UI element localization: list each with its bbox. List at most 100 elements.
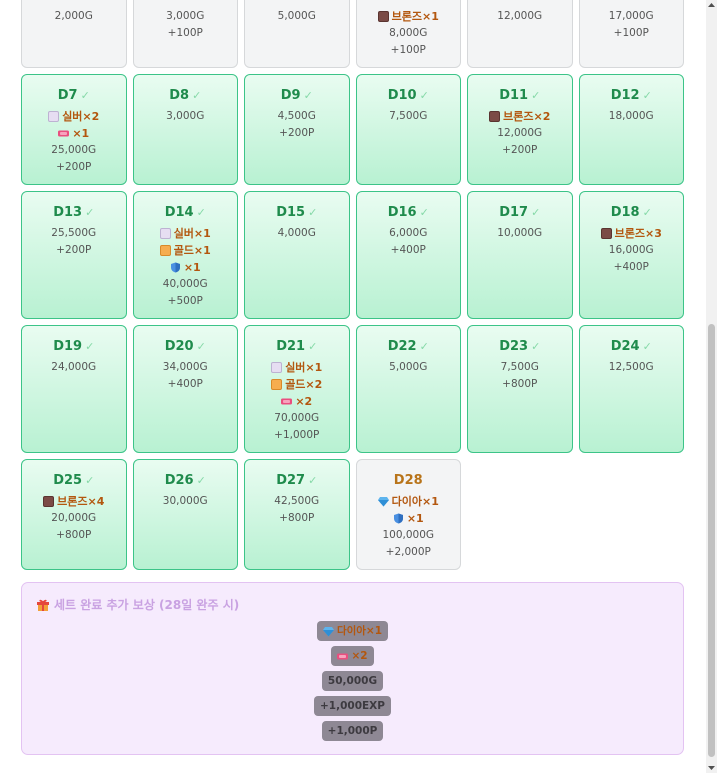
- point-reward: +800P: [502, 377, 538, 390]
- scrollbar[interactable]: [706, 0, 717, 773]
- day-label: D14: [164, 205, 194, 220]
- day-header: D18 ✓: [582, 203, 682, 223]
- gold-reward: 70,000G: [274, 412, 320, 424]
- scroll-up[interactable]: [706, 0, 717, 11]
- check-mark: ✓: [308, 206, 318, 219]
- day-label: D20: [164, 339, 194, 354]
- item-label: 골드×1: [173, 244, 211, 257]
- check-mark: ✓: [196, 206, 206, 219]
- day-header: D12 ✓: [582, 86, 682, 106]
- bonus-title: 세트 완료 추가 보상 (28일 완주 시): [54, 598, 240, 612]
- day-label: D11: [499, 88, 529, 103]
- check-mark: ✓: [419, 89, 429, 102]
- day-header: D19 ✓: [24, 337, 124, 357]
- day-label: D27: [276, 473, 306, 488]
- day-card: 브론즈×1 8,000G +100P: [355, 0, 461, 68]
- check-mark: ✓: [85, 206, 95, 219]
- gold-reward: 40,000G: [162, 278, 208, 290]
- day-header: D7 ✓: [24, 86, 124, 106]
- check-mark: ✓: [531, 206, 541, 219]
- check-mark: ✓: [531, 340, 541, 353]
- day-card: D26 ✓ 30,000G: [132, 459, 238, 570]
- gold-reward: 4,000G: [277, 227, 316, 239]
- gold-reward: 4,500G: [277, 110, 316, 122]
- day-header: D23 ✓: [470, 337, 570, 357]
- item-label: ×1: [72, 127, 90, 140]
- check-mark: ✓: [196, 474, 206, 487]
- silver-icon: [271, 362, 283, 373]
- item-label: 다이아×1: [391, 495, 439, 508]
- bonus-header: 세트 완료 추가 보상 (28일 완주 시): [37, 596, 239, 613]
- day-card: D16 ✓ 6,000G +400P: [355, 191, 461, 319]
- item-label: 브론즈×1: [391, 10, 439, 23]
- reward-item: 다이아×1: [359, 493, 459, 510]
- reward-item: 브론즈×2: [470, 108, 570, 125]
- day-header: [359, 0, 459, 6]
- scroll-thumb[interactable]: [708, 324, 715, 757]
- day-label: D17: [499, 205, 529, 220]
- gold-reward: 17,000G: [608, 10, 654, 22]
- day-card: D25 ✓ 브론즈×4 20,000G +800P: [21, 459, 127, 570]
- day-card: D28 다이아×1 ×1 100,000G +2,000P: [355, 459, 461, 570]
- day-header: D11 ✓: [470, 86, 570, 106]
- point-reward: +100P: [390, 43, 426, 56]
- silver-icon: [159, 228, 171, 239]
- day-header: [582, 0, 682, 6]
- point-reward: +800P: [279, 511, 315, 524]
- gold-reward: 10,000G: [497, 227, 543, 239]
- day-card: D19 ✓ 24,000G: [21, 325, 127, 453]
- day-header: D25 ✓: [24, 471, 124, 491]
- day-header: [136, 0, 236, 6]
- bonus-panel: 세트 완료 추가 보상 (28일 완주 시) 다이아×1 ×2 50,000G +1,…: [21, 582, 684, 755]
- gold-reward: 42,500G: [274, 495, 320, 507]
- reward-item: 브론즈×3: [582, 225, 682, 242]
- gold-reward: 30,000G: [162, 495, 208, 507]
- day-card: D24 ✓ 12,500G: [578, 325, 684, 453]
- point-reward: +100P: [167, 26, 203, 39]
- check-mark: ✓: [80, 89, 90, 102]
- bonus-reward: 다이아×1: [316, 621, 389, 641]
- day-header: D20 ✓: [136, 337, 236, 357]
- check-mark: ✓: [419, 206, 429, 219]
- gold-reward: 3,000G: [166, 10, 205, 22]
- bronze-icon: [489, 111, 501, 122]
- gold-reward: 8,000G: [389, 27, 428, 39]
- scroll-down[interactable]: [706, 762, 717, 773]
- ticket-icon: [58, 130, 70, 137]
- day-header: D16 ✓: [359, 203, 459, 223]
- gold-reward: 24,000G: [51, 361, 97, 373]
- day-card: D9 ✓ 4,500G +200P: [244, 74, 350, 185]
- shield-icon: [393, 513, 403, 524]
- gold-icon: [271, 379, 283, 390]
- day-card: 5,000G: [244, 0, 350, 68]
- point-reward: +400P: [390, 243, 426, 256]
- point-reward: +200P: [56, 243, 92, 256]
- day-header: D8 ✓: [136, 86, 236, 106]
- gold-reward: 25,500G: [51, 227, 97, 239]
- bonus-reward: 50,000G: [321, 671, 384, 691]
- day-card: D8 ✓ 3,000G: [132, 74, 238, 185]
- check-mark: ✓: [531, 89, 541, 102]
- diamond-icon: [322, 626, 334, 636]
- item-label: 골드×2: [285, 378, 323, 391]
- check-mark: ✓: [192, 89, 202, 102]
- ticket-icon: [337, 653, 349, 659]
- gold-reward: 7,500G: [500, 361, 539, 373]
- item-label: ×1: [406, 512, 424, 525]
- day-card: D20 ✓ 34,000G +400P: [132, 325, 238, 453]
- day-header: D14 ✓: [136, 203, 236, 223]
- bonus-reward-label: +1,000EXP: [320, 700, 385, 712]
- point-reward: +2,000P: [385, 545, 431, 558]
- day-label: D26: [164, 473, 194, 488]
- day-header: [470, 0, 570, 6]
- bonus-rewards: 다이아×1 ×2 50,000G +1,000EXP +1,000P: [22, 621, 683, 741]
- day-card: D18 ✓ 브론즈×3 16,000G +400P: [578, 191, 684, 319]
- day-label: D15: [276, 205, 306, 220]
- day-label: D22: [387, 339, 417, 354]
- day-label: D13: [53, 205, 83, 220]
- day-header: D13 ✓: [24, 203, 124, 223]
- check-mark: ✓: [303, 89, 313, 102]
- point-reward: +400P: [613, 260, 649, 273]
- gold-reward: 2,000G: [54, 10, 93, 22]
- item-label: 실버×1: [173, 227, 211, 240]
